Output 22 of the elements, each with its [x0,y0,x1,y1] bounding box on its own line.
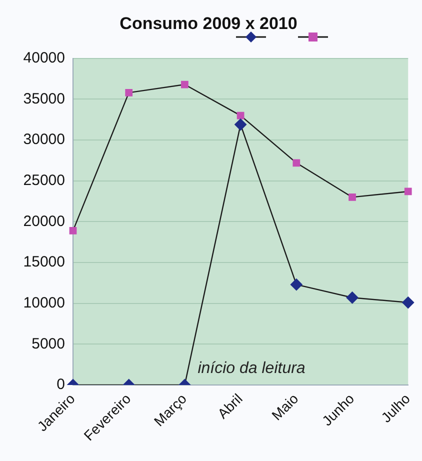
point [402,296,414,309]
point [181,80,188,88]
y-tick-label: 5000 [32,335,65,352]
annotation: início da leitura [198,360,306,377]
point [290,278,302,291]
point [69,227,77,234]
point [404,188,412,196]
y-tick-label: 10000 [23,294,65,312]
y-tick-label: 15000 [23,254,65,271]
y-tick-label: 35000 [23,90,65,108]
point [234,118,247,131]
point [125,89,133,96]
point [348,194,356,201]
point [292,159,300,167]
point [346,292,358,304]
chart-title: Consumo 2009 x 2010 [120,14,298,33]
y-tick-label: 0 [56,376,65,394]
y-tick-label: 40000 [23,50,65,67]
y-tick-label: 25000 [23,172,65,190]
y-tick-label: 20000 [23,212,65,230]
y-tick-label: 30000 [23,131,65,148]
point [236,112,244,120]
